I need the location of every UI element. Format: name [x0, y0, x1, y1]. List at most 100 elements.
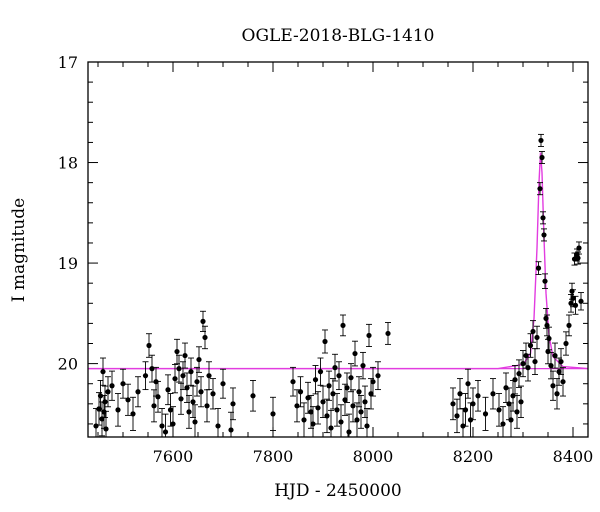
data-point-marker — [125, 397, 131, 403]
data-point — [149, 354, 155, 383]
data-point-marker — [310, 421, 316, 427]
data-point — [151, 389, 157, 423]
data-point-marker — [368, 391, 374, 397]
data-point-marker — [548, 363, 554, 369]
data-point — [250, 380, 256, 412]
data-point-marker — [186, 409, 192, 415]
data-point-marker — [576, 245, 582, 251]
data-point — [176, 354, 182, 383]
x-tick-label: 7600 — [153, 447, 194, 466]
y-tick-label: 18 — [58, 154, 78, 173]
data-point-marker — [162, 429, 169, 435]
data-point-marker — [535, 265, 542, 271]
data-point-marker — [176, 366, 182, 372]
data-point-marker — [532, 358, 538, 365]
data-point — [200, 310, 206, 332]
data-point-marker — [465, 381, 471, 387]
data-point-marker — [115, 407, 121, 413]
data-point-marker — [198, 389, 204, 395]
data-point-marker — [151, 403, 157, 409]
data-point — [457, 378, 463, 410]
data-point — [135, 376, 141, 408]
data-point-marker — [543, 315, 549, 321]
data-point-marker — [180, 373, 186, 379]
data-point-marker — [322, 338, 328, 345]
data-point — [301, 402, 307, 438]
data-point — [530, 320, 536, 343]
data-point-marker — [550, 383, 556, 389]
data-point-marker — [178, 396, 184, 402]
data-point — [105, 376, 111, 408]
data-point — [115, 393, 121, 427]
chart-title: OGLE-2018-BLG-1410 — [242, 26, 435, 46]
data-point — [475, 380, 481, 412]
data-point-marker — [570, 295, 576, 301]
data-point-marker — [510, 393, 516, 399]
data-point — [102, 385, 108, 419]
data-point — [125, 383, 131, 416]
data-point-marker — [541, 232, 547, 238]
data-point — [540, 211, 546, 225]
data-point-marker — [538, 137, 544, 144]
data-point-marker — [194, 379, 200, 385]
data-point — [570, 289, 576, 308]
data-point-marker — [556, 369, 562, 375]
data-point-marker — [97, 393, 104, 399]
data-point-marker — [103, 426, 109, 432]
data-point — [230, 387, 236, 421]
data-point — [563, 331, 569, 356]
data-point-marker — [215, 423, 221, 429]
data-point-marker — [202, 334, 208, 341]
data-point-marker — [356, 389, 362, 395]
data-point — [350, 389, 356, 423]
data-point-marker — [334, 407, 340, 413]
data-point — [270, 396, 276, 431]
data-point — [366, 323, 372, 348]
data-point — [552, 342, 558, 369]
data-point — [188, 357, 194, 386]
data-point-marker — [142, 373, 149, 379]
data-point-marker — [490, 391, 496, 397]
data-point-marker — [563, 340, 569, 347]
data-point — [450, 387, 456, 421]
data-point — [312, 365, 319, 395]
data-point-marker — [102, 399, 108, 405]
data-point-marker — [530, 328, 536, 335]
data-point-marker — [552, 352, 558, 359]
data-point-marker — [200, 318, 206, 324]
data-point-marker — [475, 393, 481, 399]
data-point — [322, 329, 328, 354]
data-point — [360, 351, 366, 380]
data-point-marker — [135, 389, 141, 395]
data-point-marker — [344, 385, 350, 391]
data-point-marker — [324, 413, 330, 419]
data-point — [198, 376, 204, 408]
data-point-marker — [518, 399, 524, 405]
data-point — [532, 348, 538, 375]
data-point — [326, 370, 332, 401]
data-point-marker — [450, 401, 456, 407]
data-point — [220, 368, 226, 399]
data-point-marker — [540, 215, 546, 221]
data-point-marker — [482, 411, 489, 417]
data-point — [297, 376, 304, 408]
data-point — [482, 396, 489, 431]
data-point — [142, 361, 149, 391]
data-point — [206, 361, 212, 391]
x-tick-label: 8200 — [453, 447, 494, 466]
data-point-marker — [514, 409, 520, 415]
data-point — [465, 368, 471, 399]
data-point-marker — [184, 385, 190, 391]
data-point — [572, 295, 579, 315]
data-point — [550, 370, 556, 401]
data-point-marker — [308, 409, 314, 415]
data-point-marker — [366, 332, 372, 339]
data-point — [336, 361, 342, 391]
data-point-marker — [500, 421, 506, 427]
data-point — [174, 338, 180, 365]
data-point-marker — [525, 365, 531, 371]
data-point — [352, 340, 358, 367]
data-point — [560, 366, 566, 397]
data-point — [320, 385, 326, 419]
data-point — [332, 353, 338, 382]
